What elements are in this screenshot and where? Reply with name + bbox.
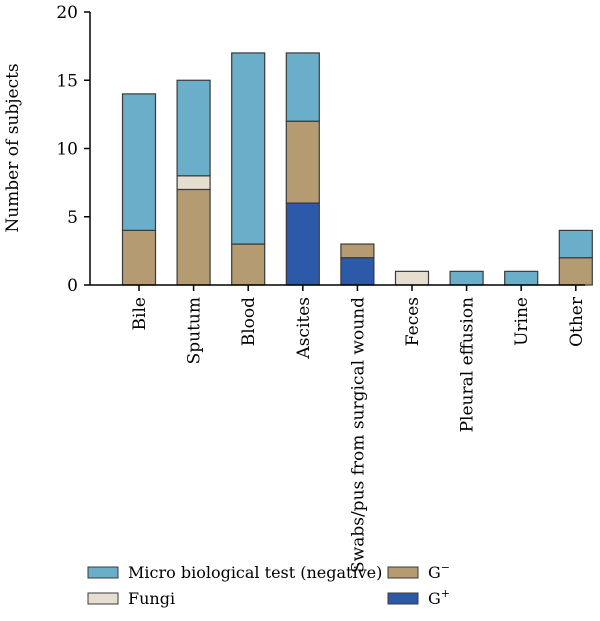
bar-sputum-fungi (176, 175, 211, 191)
bar-sputum-gminus (176, 188, 211, 286)
bar-other-micro (558, 229, 593, 259)
bar-bile-micro (121, 93, 157, 232)
x-tick-label-blood: Blood (239, 297, 259, 346)
x-tick-label-other: Other (567, 296, 587, 347)
legend-label-gplus: G+ (428, 587, 450, 608)
x-tick-label-ascites: Ascites (294, 297, 314, 360)
legend-label-micro: Micro biological test (negative) (128, 563, 382, 582)
bar-ascites-gplus (285, 202, 320, 286)
legend: G+ G− Fungi Micro biological test (negative… (87, 561, 450, 608)
y-tick-label-0: 0 (67, 276, 78, 296)
x-tick-label-pleural-effusion: Pleural effusion (458, 297, 478, 432)
bar-ascites-micro (285, 52, 320, 122)
bar-urine-micro (504, 270, 539, 286)
y-axis-title: Number of subjects (3, 63, 23, 232)
y-tick-label-15: 15 (56, 71, 78, 91)
bar-swabs-pus-from-surgical-wound-gplus (340, 257, 375, 286)
bar-feces-fungi (394, 270, 430, 286)
legend-swatch-micro (87, 566, 119, 579)
x-tick-label-feces: Feces (403, 297, 423, 346)
bar-swabs-pus-from-surgical-wound-gminus (340, 243, 375, 259)
bar-blood-micro (231, 52, 266, 245)
x-tick-label-bile: Bile (130, 297, 150, 330)
legend-label-fungi: Fungi (128, 589, 175, 608)
legend-swatch-gplus (387, 592, 419, 605)
x-tick-label-urine: Urine (512, 297, 532, 346)
bar-blood-gminus (231, 243, 266, 286)
bar-sputum-micro (176, 79, 211, 177)
y-tick-label-10: 10 (56, 140, 78, 160)
bar-ascites-gminus (285, 120, 320, 204)
bar-other-gminus (558, 257, 593, 286)
legend-swatch-gminus (387, 566, 419, 579)
y-tick-label-5: 5 (67, 208, 78, 228)
bars-group (121, 52, 593, 286)
y-tick-label-20: 20 (56, 3, 78, 23)
legend-label-gminus: G− (428, 561, 450, 582)
x-tick-label-sputum: Sputum (185, 297, 205, 364)
bar-pleural-effusion-micro (449, 270, 484, 286)
x-tick-label-swabs-pus-from-surgical-wound: Swabs/pus from surgical wound (348, 297, 368, 573)
bar-bile-gminus (121, 229, 157, 286)
legend-swatch-fungi (87, 592, 119, 605)
axes-group: 0 5 10 15 20 Bile Sputum Blood Ascites Swabs/pus … (56, 3, 586, 573)
